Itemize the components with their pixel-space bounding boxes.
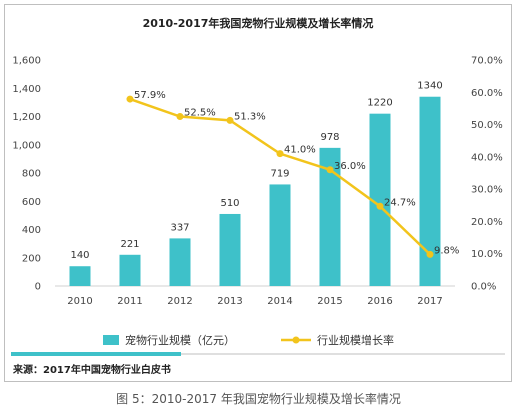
chart-frame: 2010-2017年我国宠物行业规模及增长率情况 0 200 400 600 800 1,… [4,4,512,382]
right-axis-tick-label: 30.0% [471,185,503,196]
x-axis-tick-label: 2015 [317,296,342,307]
left-axis-tick-labels: 0 200 400 600 800 1,000 1,200 1,400 1,600 [12,56,41,293]
bar-data-label: 221 [120,239,139,250]
left-axis-tick-label: 200 [22,253,41,264]
line-point [276,150,284,158]
line-data-label: 51.3% [234,111,266,122]
bar-data-label: 1220 [367,98,392,109]
bar [269,184,291,286]
line-point [426,250,434,258]
line-data-label: 41.0% [284,145,316,156]
bar [419,96,441,286]
left-axis-tick-label: 1,000 [12,140,41,151]
legend: 宠物行业规模（亿元） 行业规模增长率 [103,333,394,347]
line-series [126,95,434,258]
legend-line-label: 行业规模增长率 [317,333,394,347]
x-axis-tick-label: 2017 [417,296,442,307]
right-axis-tick-label: 0.0% [471,282,496,293]
left-axis-tick-label: 0 [35,282,41,293]
line-point [176,113,184,120]
bar-data-labels: 140 221 337 510 719 978 1220 1340 [70,81,442,262]
left-axis-tick-label: 1,600 [12,56,41,67]
x-axis-tick-label: 2011 [117,296,142,307]
right-axis-tick-label: 70.0% [471,56,503,67]
x-axis-tick-label: 2010 [67,296,92,307]
bar [119,254,141,286]
x-axis-tick-label: 2013 [217,296,242,307]
line-data-label: 52.5% [184,108,216,119]
x-axis-tick-label: 2014 [267,296,292,307]
bar-data-label: 719 [270,168,289,179]
right-axis-tick-label: 60.0% [471,88,503,99]
right-axis-tick-label: 20.0% [471,217,503,228]
source-note: 来源：2017年中国宠物行业白皮书 [12,363,171,376]
right-axis-tick-label: 10.0% [471,249,503,260]
chart-title: 2010-2017年我国宠物行业规模及增长率情况 [143,16,374,30]
right-axis-tick-labels: 0.0% 10.0% 20.0% 30.0% 40.0% 50.0% 60.0% 70.0% [471,56,503,293]
bar [169,238,191,286]
line-data-label: 9.8% [434,245,459,256]
x-axis-tick-label: 2012 [167,296,192,307]
bar [319,147,341,286]
line-data-label: 24.7% [384,197,416,208]
left-axis-tick-label: 600 [22,197,41,208]
x-axis-tick-labels: 2010 2011 2012 2013 2014 2015 2016 2017 [67,296,442,307]
line-data-label: 36.0% [334,161,366,172]
bar-data-label: 1340 [417,81,442,92]
bar-data-label: 337 [170,222,189,233]
left-axis-tick-label: 800 [22,169,41,180]
right-axis-tick-label: 50.0% [471,120,503,131]
line-point [376,202,384,210]
source-bar-accent [11,352,181,356]
chart-svg: 2010-2017年我国宠物行业规模及增长率情况 0 200 400 600 800 1,… [11,16,505,376]
line-data-label: 57.9% [134,90,166,101]
x-axis-tick-label: 2016 [367,296,392,307]
left-axis-tick-label: 400 [22,225,41,236]
left-axis-tick-label: 1,200 [12,112,41,123]
left-axis-tick-label: 1,400 [12,84,41,95]
bar [369,113,391,286]
bar-data-label: 510 [220,198,239,209]
bar [219,213,241,286]
bar [69,266,91,286]
line-point [126,95,134,103]
line-point [226,116,234,124]
bar-series [69,96,441,286]
legend-bar-swatch [103,335,119,345]
bar-data-label: 140 [70,250,89,261]
right-axis-tick-label: 40.0% [471,152,503,163]
line-data-labels: 57.9% 52.5% 51.3% 41.0% 36.0% 24.7% 9.8% [134,90,459,256]
legend-line-marker [292,336,300,344]
bar-data-label: 978 [320,132,339,143]
figure-caption: 图 5：2010-2017 年我国宠物行业规模及增长率情况 [116,392,401,406]
line-point [326,166,334,174]
legend-bar-label: 宠物行业规模（亿元） [125,333,235,347]
